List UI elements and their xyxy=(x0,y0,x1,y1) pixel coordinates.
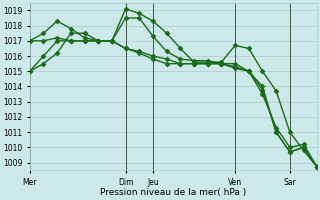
X-axis label: Pression niveau de la mer( hPa ): Pression niveau de la mer( hPa ) xyxy=(100,188,247,197)
